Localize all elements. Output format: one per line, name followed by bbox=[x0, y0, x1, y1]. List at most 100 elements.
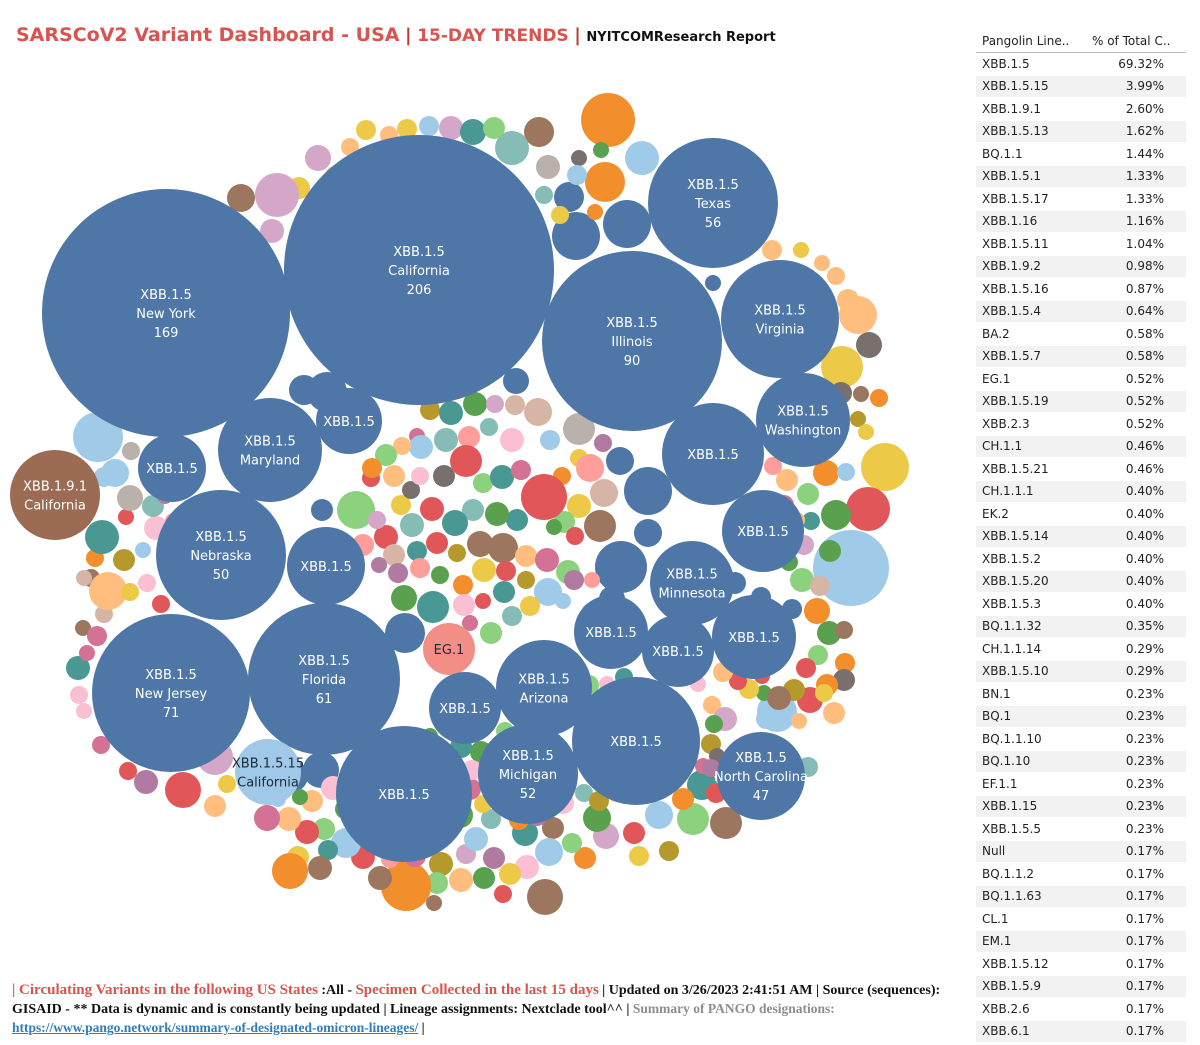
legend-row[interactable]: XBB.1.5.7 0.58% bbox=[976, 345, 1186, 368]
legend-row[interactable]: XBF0.17% bbox=[976, 1043, 1186, 1045]
legend-row[interactable]: XBB.1.5.1 1.33% bbox=[976, 165, 1186, 188]
bubble-circle[interactable] bbox=[287, 527, 365, 605]
legend-row[interactable]: XBB.1.5.17 1.33% bbox=[976, 188, 1186, 211]
bubble-circle[interactable] bbox=[429, 672, 501, 744]
variant-bubble[interactable] bbox=[76, 570, 92, 586]
legend-row[interactable]: BQ.1.1.32 0.35% bbox=[976, 615, 1186, 638]
variant-bubble[interactable] bbox=[305, 145, 331, 171]
variant-bubble[interactable] bbox=[92, 736, 110, 754]
variant-bubble[interactable] bbox=[463, 392, 487, 416]
variant-bubble[interactable] bbox=[453, 594, 475, 616]
bubble-circle[interactable] bbox=[722, 490, 804, 572]
variant-bubble[interactable] bbox=[409, 435, 433, 459]
variant-bubble[interactable] bbox=[606, 447, 634, 475]
variant-bubble[interactable] bbox=[552, 212, 600, 260]
legend-header[interactable]: Pangolin Line.. % of Total C.. bbox=[976, 30, 1186, 53]
legend-row[interactable]: BQ.1.1.2 0.17% bbox=[976, 863, 1186, 886]
variant-bubble[interactable] bbox=[488, 533, 518, 563]
bubble-circle[interactable] bbox=[478, 724, 578, 824]
variant-bubble[interactable] bbox=[391, 495, 411, 515]
variant-bubble[interactable] bbox=[393, 437, 411, 455]
variant-bubble[interactable] bbox=[815, 684, 833, 702]
variant-bubble-labeled[interactable]: XBB.1.5 bbox=[316, 388, 382, 454]
variant-bubble[interactable] bbox=[495, 131, 529, 165]
legend-row[interactable]: XBB.1.9.2 0.98% bbox=[976, 255, 1186, 278]
legend-row[interactable]: CH.1.1 0.46% bbox=[976, 435, 1186, 458]
variant-bubble[interactable] bbox=[475, 593, 491, 609]
variant-bubble[interactable] bbox=[426, 895, 442, 911]
variant-bubble[interactable] bbox=[870, 389, 888, 407]
variant-bubble[interactable] bbox=[462, 499, 484, 521]
variant-bubble[interactable] bbox=[254, 805, 280, 831]
variant-bubble[interactable] bbox=[318, 840, 338, 860]
variant-bubble[interactable] bbox=[515, 855, 539, 879]
variant-bubble[interactable] bbox=[837, 463, 855, 481]
variant-bubble[interactable] bbox=[517, 571, 535, 589]
variant-bubble[interactable] bbox=[362, 458, 382, 478]
variant-bubble-labeled[interactable]: XBB.1.5 Maryland bbox=[218, 398, 322, 502]
variant-bubble[interactable] bbox=[814, 255, 830, 271]
legend-col-lineage[interactable]: Pangolin Line.. bbox=[982, 34, 1070, 48]
variant-bubble[interactable] bbox=[833, 669, 855, 691]
variant-bubble[interactable] bbox=[850, 411, 866, 427]
variant-bubble[interactable] bbox=[462, 615, 478, 631]
variant-bubble[interactable] bbox=[764, 457, 782, 475]
variant-bubble[interactable] bbox=[554, 182, 584, 212]
bubble-circle[interactable] bbox=[650, 541, 734, 625]
variant-bubble[interactable] bbox=[85, 520, 119, 554]
bubble-circle[interactable] bbox=[756, 373, 850, 467]
legend-row[interactable]: XBB.1.5.15 3.99% bbox=[976, 75, 1186, 98]
variant-bubble[interactable] bbox=[356, 120, 376, 140]
legend-row[interactable]: XBB.1.5.3 0.40% bbox=[976, 593, 1186, 616]
variant-bubble[interactable] bbox=[337, 491, 375, 529]
legend-row[interactable]: BQ.1.1.10 0.23% bbox=[976, 728, 1186, 751]
variant-bubble[interactable] bbox=[135, 542, 151, 558]
variant-bubble-labeled[interactable]: XBB.1.5 bbox=[336, 726, 472, 862]
variant-bubble-labeled[interactable]: EG.1 bbox=[423, 623, 475, 675]
bubble-circle[interactable] bbox=[574, 595, 648, 669]
variant-bubble[interactable] bbox=[439, 401, 463, 425]
variant-bubble[interactable] bbox=[540, 430, 560, 450]
variant-bubble[interactable] bbox=[623, 822, 645, 844]
variant-bubble[interactable] bbox=[388, 563, 408, 583]
variant-bubble[interactable] bbox=[453, 575, 473, 595]
variant-bubble[interactable] bbox=[434, 428, 458, 452]
variant-bubble[interactable] bbox=[385, 613, 425, 653]
variant-bubble[interactable] bbox=[400, 513, 424, 537]
legend-col-percent[interactable]: % of Total C.. bbox=[1092, 34, 1171, 48]
variant-bubble[interactable] bbox=[576, 454, 604, 482]
variant-bubble[interactable] bbox=[467, 531, 493, 557]
variant-bubble[interactable] bbox=[121, 583, 139, 601]
legend-row[interactable]: XBB.1.16 1.16% bbox=[976, 210, 1186, 233]
legend-row[interactable]: XBB.1.5.10 0.29% bbox=[976, 660, 1186, 683]
bubble-circle[interactable] bbox=[721, 260, 839, 378]
variant-bubble[interactable] bbox=[227, 184, 255, 212]
variant-bubble[interactable] bbox=[808, 645, 828, 665]
variant-bubble-labeled[interactable]: XBB.1.5 Michigan 52 bbox=[478, 724, 578, 824]
bubble-circle[interactable] bbox=[248, 603, 400, 755]
legend-row[interactable]: EG.1 0.52% bbox=[976, 368, 1186, 391]
variant-bubble[interactable] bbox=[381, 861, 431, 911]
variant-bubble[interactable] bbox=[429, 852, 453, 876]
variant-bubble-labeled[interactable]: XBB.1.5 bbox=[642, 615, 714, 687]
legend-row[interactable]: BQ.1.10 0.23% bbox=[976, 750, 1186, 773]
legend-row[interactable]: XBB.6.1 0.17% bbox=[976, 1020, 1186, 1043]
legend-row[interactable]: EF.1.1 0.23% bbox=[976, 773, 1186, 796]
variant-bubble[interactable] bbox=[536, 155, 560, 179]
variant-bubble-labeled[interactable]: XBB.1.5Ohio bbox=[0, 0, 26, 19]
variant-bubble[interactable] bbox=[593, 142, 609, 158]
legend-row[interactable]: XBB.1.5.16 0.87% bbox=[976, 278, 1186, 301]
variant-bubble[interactable] bbox=[762, 240, 782, 260]
variant-bubble[interactable] bbox=[419, 116, 439, 136]
legend-row[interactable]: XBB.2.6 0.17% bbox=[976, 998, 1186, 1021]
variant-bubble[interactable] bbox=[515, 545, 537, 567]
variant-bubble[interactable] bbox=[402, 481, 420, 499]
variant-bubble[interactable] bbox=[551, 206, 569, 224]
variant-bubble[interactable] bbox=[659, 841, 679, 861]
bubble-circle[interactable] bbox=[712, 595, 796, 679]
legend-row[interactable]: XBB.1.5.5 0.23% bbox=[976, 818, 1186, 841]
variant-bubble[interactable] bbox=[448, 544, 466, 562]
variant-bubble[interactable] bbox=[411, 467, 429, 485]
variant-bubble-labeled[interactable]: XBB.1.5 Washington bbox=[756, 373, 850, 467]
variant-bubble[interactable] bbox=[521, 474, 567, 520]
